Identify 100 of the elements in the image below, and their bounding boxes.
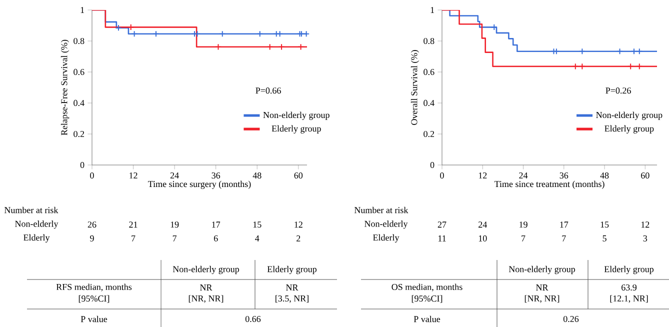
text: [95%CI] <box>78 295 110 303</box>
text: 9 <box>90 235 94 242</box>
y-tick-label: 0.8 <box>74 38 84 44</box>
text: 26 <box>88 222 96 228</box>
y-tick-label: 0.2 <box>424 130 434 138</box>
text: P value <box>80 316 108 322</box>
text: 0.66 <box>245 316 261 322</box>
y-tick-label: 0 <box>80 162 84 168</box>
y-axis-title: Overall Survival (%) <box>410 50 420 125</box>
y-tick-label: 0.4 <box>74 100 84 106</box>
text: Elderly <box>373 234 400 242</box>
text: 0.26 <box>563 316 579 322</box>
text: 63.9 <box>622 284 637 291</box>
legend-label: Elderly group <box>604 125 654 134</box>
x-tick-label: 48 <box>600 172 609 179</box>
text: 7 <box>522 235 526 242</box>
text: [95%CI] <box>412 295 442 303</box>
point <box>219 30 226 38</box>
x-tick-label: 60 <box>294 172 303 179</box>
point <box>214 44 222 50</box>
text: [NR, NR] <box>188 295 224 303</box>
point <box>131 30 138 38</box>
point <box>298 30 305 38</box>
text: [3.5, NR] <box>276 295 308 303</box>
text: 15 <box>600 222 609 228</box>
text: Elderly <box>24 234 50 242</box>
x-tick-label: 12 <box>478 172 487 178</box>
text: 15 <box>253 222 262 228</box>
point <box>191 30 198 38</box>
point <box>630 48 638 55</box>
point <box>553 48 560 55</box>
text: Number at risk <box>354 206 408 214</box>
text: 2 <box>296 235 300 242</box>
text: OS median, months <box>392 284 462 292</box>
text: Elderly group <box>604 266 654 274</box>
x-tick-label: 24 <box>170 172 179 178</box>
legend-label: Elderly group <box>272 125 321 134</box>
point <box>266 44 274 50</box>
y-tick-label: 1 <box>430 7 434 13</box>
x-tick-label: 12 <box>130 172 138 178</box>
text: 10 <box>478 235 487 242</box>
x-tick-label: 0 <box>90 172 94 179</box>
x-tick-label: 36 <box>212 172 220 179</box>
text: 7 <box>562 235 566 242</box>
point <box>115 24 122 32</box>
point <box>152 30 160 38</box>
y-tick-label: 0 <box>430 162 434 168</box>
annotation: P=0.26 <box>606 88 631 94</box>
point <box>276 30 284 38</box>
point <box>627 63 634 70</box>
annotation: P=0.66 <box>256 88 281 94</box>
text: 6 <box>214 235 218 242</box>
text: 21 <box>129 222 138 228</box>
text: 19 <box>520 222 528 228</box>
y-tick-label: 0.2 <box>74 130 84 138</box>
point <box>128 24 134 31</box>
text: 17 <box>560 222 568 228</box>
legend-label: Non-elderly group <box>596 112 662 120</box>
x-axis-title: Time since treatment (months) <box>494 180 604 189</box>
text: NR <box>286 284 298 290</box>
point <box>490 24 498 31</box>
point <box>578 63 586 70</box>
point <box>278 44 285 50</box>
text: [NR, NR] <box>524 295 560 303</box>
text: 3 <box>643 235 648 242</box>
text: 4 <box>255 235 260 242</box>
y-axis-title: Relapse-Free Survival (%) <box>60 40 70 136</box>
y-tick-label: 1 <box>80 7 84 13</box>
text: NR <box>536 284 548 290</box>
x-tick-label: 36 <box>560 172 568 179</box>
text: 7 <box>172 235 177 242</box>
text: RFS median, months <box>56 284 132 292</box>
text: NR <box>200 284 212 290</box>
text: Non-elderly group <box>508 266 576 274</box>
point <box>616 48 624 55</box>
point <box>296 30 304 38</box>
text: P value <box>414 316 440 322</box>
legend-label: Non-elderly group <box>263 112 330 120</box>
text: Number at risk <box>4 206 58 214</box>
point <box>636 48 643 55</box>
x-tick-label: 24 <box>519 172 528 178</box>
point <box>256 30 264 38</box>
y-tick-label: 0.4 <box>424 100 434 106</box>
text: [12.1, NR] <box>610 295 648 303</box>
text: Non-elderly group <box>172 266 240 274</box>
y-tick-label: 0.6 <box>424 68 434 76</box>
text: Non-elderly <box>364 220 408 229</box>
text: Non-elderly <box>15 220 58 229</box>
x-tick-label: 60 <box>641 172 650 179</box>
x-axis-title: Time since surgery (months) <box>148 180 251 189</box>
point <box>298 44 304 50</box>
text: 12 <box>641 222 650 228</box>
point <box>273 30 280 38</box>
point <box>572 63 579 70</box>
y-tick-label: 0.6 <box>74 68 84 76</box>
text: 12 <box>294 222 302 228</box>
text: 19 <box>170 222 179 228</box>
text: 7 <box>132 235 136 242</box>
text: 11 <box>438 235 446 242</box>
text: 5 <box>602 235 606 242</box>
